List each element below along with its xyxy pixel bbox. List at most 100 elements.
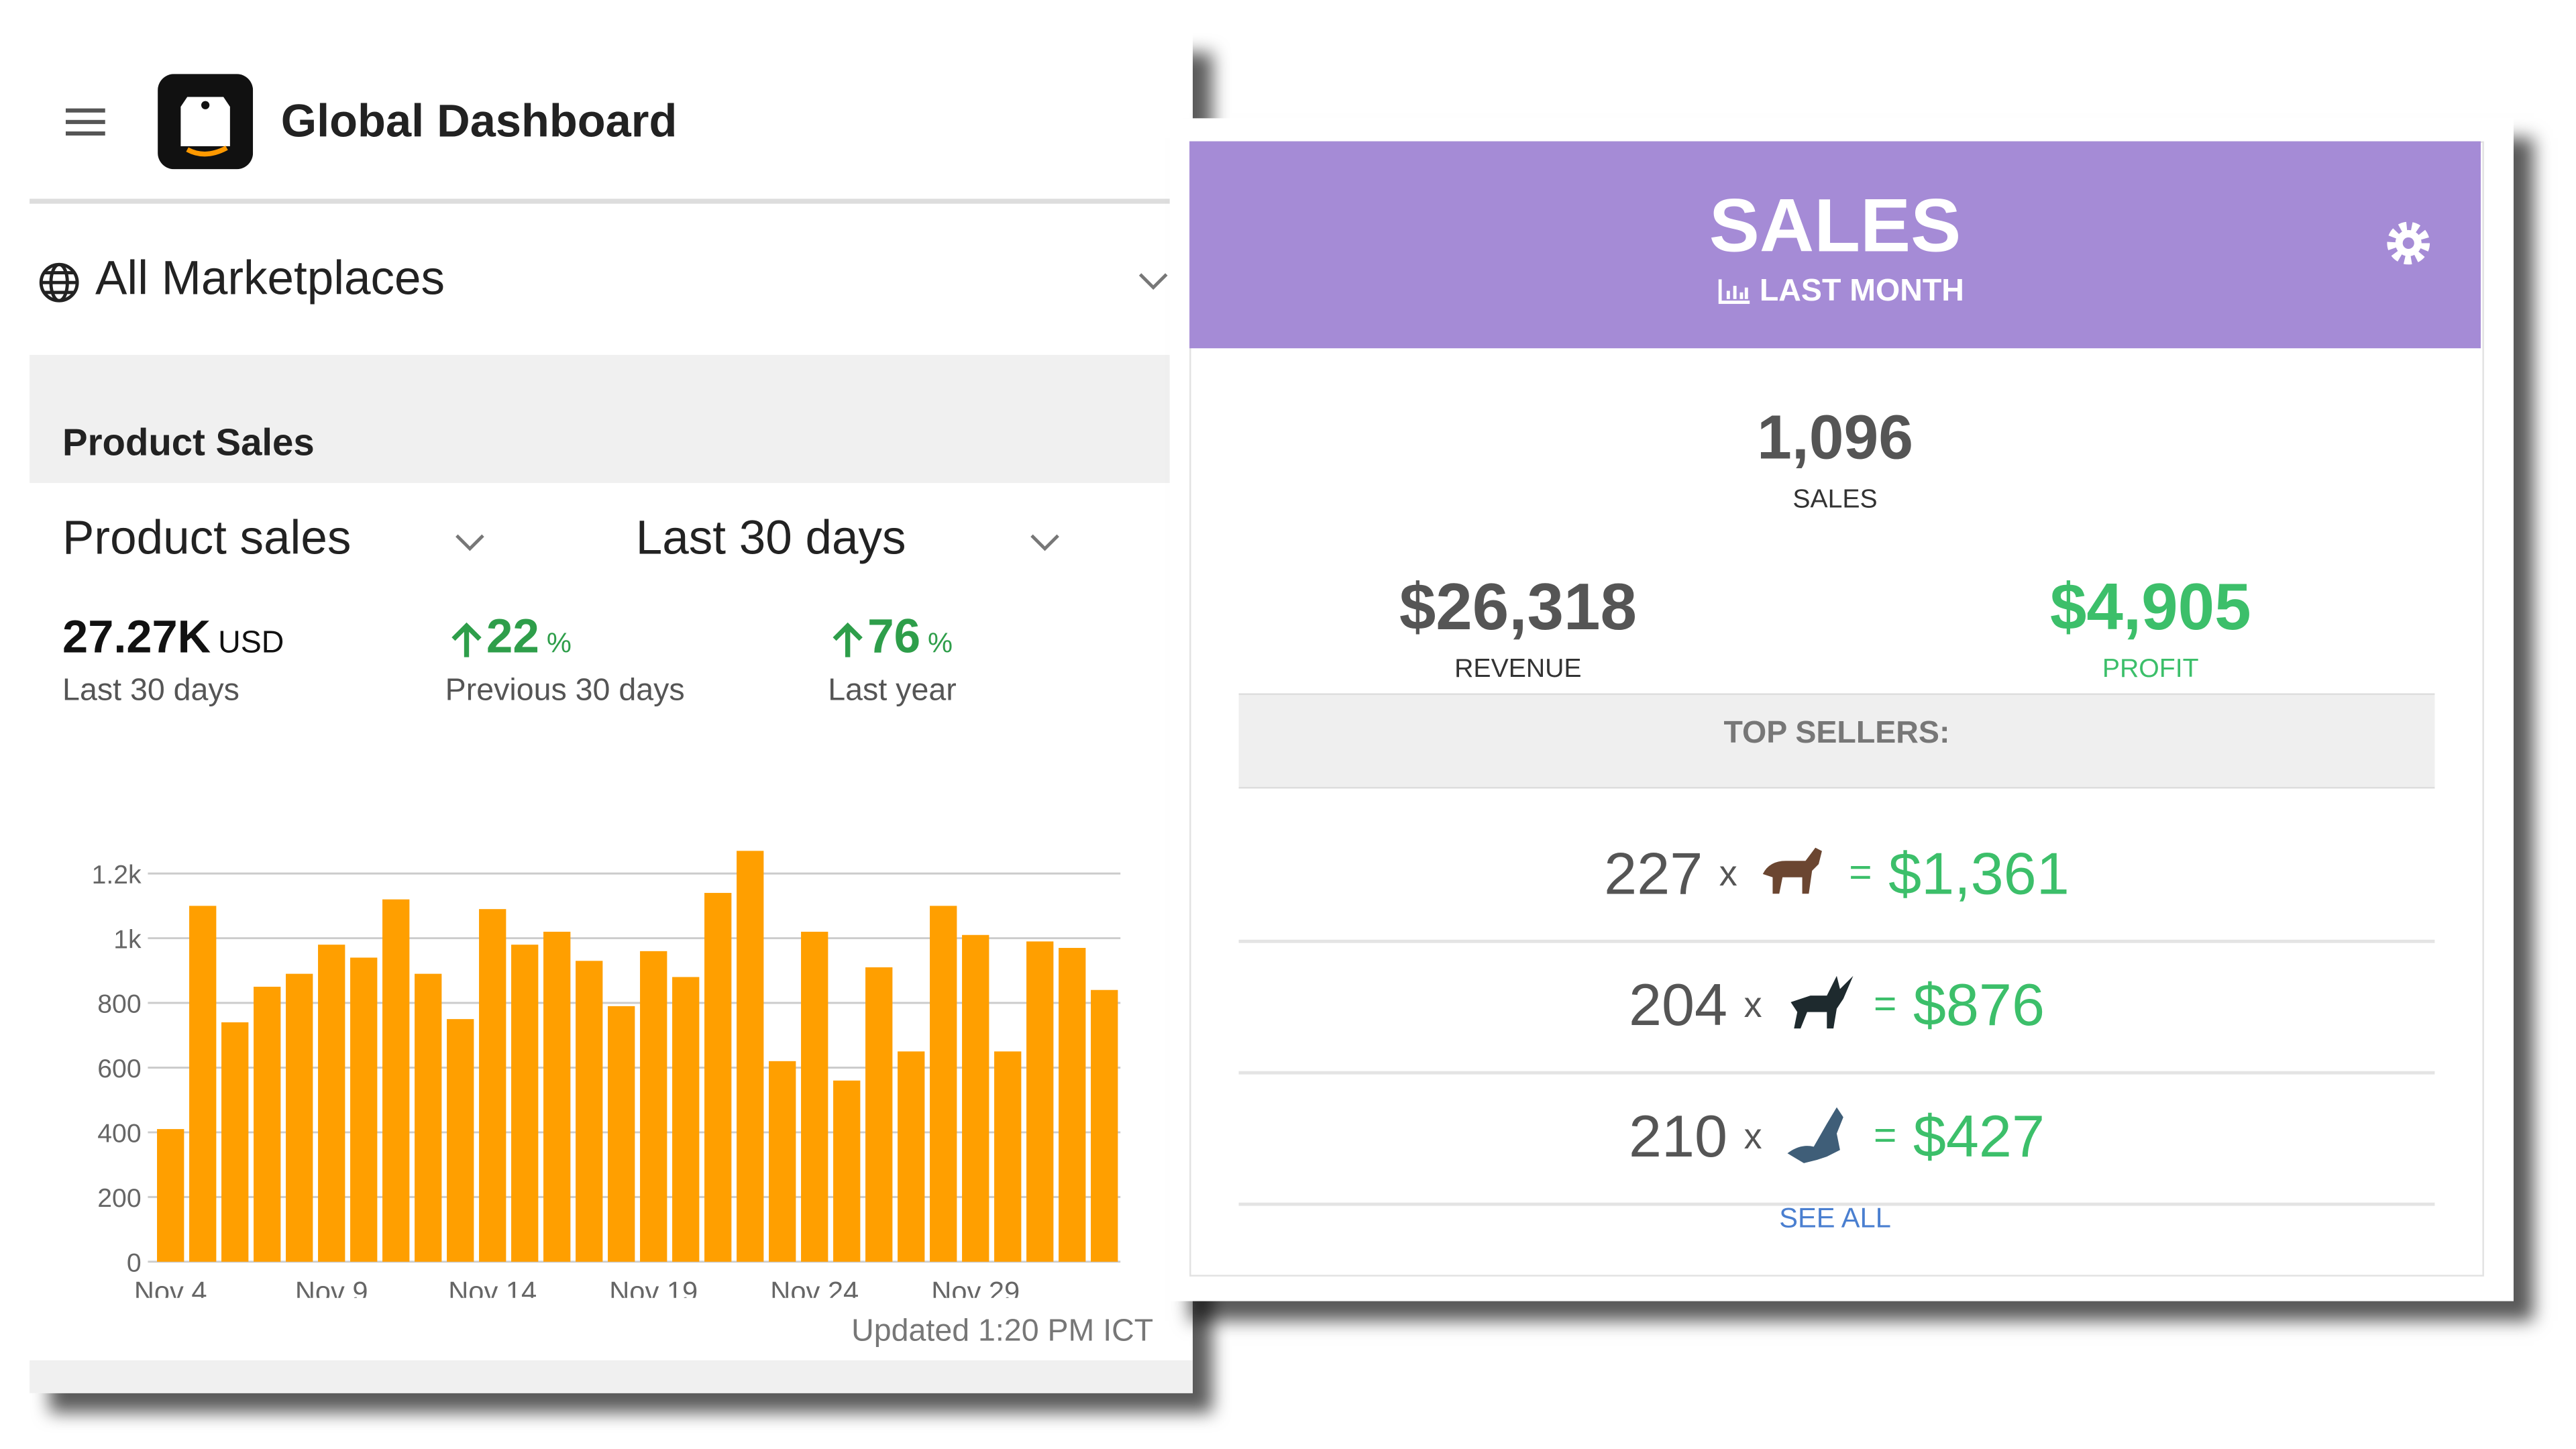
x-tick-label: Nov 24: [770, 1276, 859, 1298]
divider: [30, 199, 1193, 204]
settings-icon[interactable]: [2382, 217, 2434, 269]
metric-label: Previous 30 days: [445, 674, 685, 708]
x-tick-label: Nov 4: [134, 1276, 207, 1298]
updated-note: Updated 1:20 PM ICT: [851, 1314, 1154, 1349]
metric-label: Last year: [828, 674, 957, 708]
metric-value: 27.27K: [62, 611, 211, 662]
top-sellers-header: [1238, 693, 2435, 789]
seller-equals: =: [1874, 982, 1897, 1027]
bar: [640, 951, 667, 1262]
seller-times: x: [1743, 1115, 1762, 1157]
bar: [930, 906, 957, 1262]
top-sellers-title: TOP SELLERS:: [1723, 716, 1950, 751]
product-image: [1791, 975, 1854, 1029]
bar: [318, 945, 345, 1262]
chart: 0 200 400 600 800 1k 1.2k Nov 4 Nov 9 Nov 14 Nov 1…: [92, 851, 1121, 1298]
metric: 76 %: [867, 611, 953, 665]
seller-amount: $427: [1913, 1102, 2045, 1170]
bar: [898, 1051, 925, 1262]
profit-label: PROFIT: [2102, 655, 2199, 684]
globe-icon: [39, 262, 79, 303]
seller-row: 204 x = $876: [1238, 940, 2435, 1075]
app-title: Global Dashboard: [280, 95, 678, 146]
metric-value: 76: [867, 611, 921, 664]
sales-count: 1,096: [1757, 404, 1913, 474]
seller-qty: 204: [1628, 971, 1728, 1038]
seller-row: 210 x = $427: [1238, 1071, 2435, 1206]
seller-row: 227 x = $1,361: [1238, 808, 2435, 943]
y-tick-label: 200: [97, 1184, 141, 1213]
seller-amount: $1,361: [1888, 839, 2070, 907]
see-all-link[interactable]: SEE ALL: [1779, 1202, 1891, 1234]
bar: [962, 934, 989, 1262]
y-tick-label: 400: [97, 1120, 141, 1148]
bar: [801, 931, 828, 1262]
bar: [833, 1080, 861, 1262]
dashboard-panel: Global Dashboard All Marketplaces Produc…: [30, 32, 1193, 1393]
card-header: [1189, 141, 2481, 349]
seller-equals: =: [1849, 851, 1872, 896]
seller-equals: =: [1874, 1114, 1897, 1159]
app-logo: [158, 74, 254, 170]
bar: [1091, 989, 1118, 1262]
up-arrow: [451, 622, 482, 657]
seller-times: x: [1743, 983, 1762, 1026]
card-period: LAST MONTH: [1759, 274, 1964, 309]
x-tick-label: Nov 19: [609, 1276, 698, 1298]
metric-unit: USD: [218, 626, 284, 661]
bar: [447, 1019, 474, 1262]
menu-icon[interactable]: [65, 105, 109, 138]
product-image: [1788, 1107, 1844, 1163]
metric-label: Last 30 days: [62, 674, 239, 708]
bar: [1059, 948, 1086, 1262]
x-tick-label: Nov 9: [295, 1276, 368, 1298]
chevron: [455, 534, 484, 551]
footer-strip: [30, 1360, 1193, 1393]
bar: [286, 973, 313, 1262]
section-title: Product Sales: [62, 420, 315, 464]
y-tick-label: 0: [127, 1249, 142, 1278]
bar: [479, 909, 506, 1262]
sales-panel: SALES LAST MONTH 1,096 SALES $26,318 REV…: [1169, 118, 2514, 1301]
bar: [737, 851, 764, 1262]
bar: [221, 1022, 249, 1262]
chevron: [1030, 534, 1059, 551]
revenue-label: REVENUE: [1454, 655, 1582, 684]
bar: [576, 961, 603, 1262]
seller-qty: 210: [1628, 1102, 1728, 1170]
bar: [189, 906, 217, 1262]
section-header: [30, 354, 1193, 484]
metric-unit: %: [546, 627, 572, 659]
metric-value: 22: [486, 611, 539, 664]
bar: [254, 986, 281, 1262]
bar: [865, 967, 893, 1262]
metric: 22 %: [486, 611, 572, 665]
bar: [704, 893, 732, 1262]
up-arrow: [833, 622, 863, 657]
metric: 27.27K USD: [62, 611, 284, 663]
bar: [543, 931, 571, 1262]
y-tick-label: 1.2k: [92, 861, 142, 890]
bar: [382, 899, 410, 1262]
sales-label: SALES: [1792, 486, 1878, 515]
bar: [350, 957, 378, 1262]
bar: [608, 1006, 635, 1262]
seller-times: x: [1719, 853, 1737, 894]
x-tick-label: Nov 14: [448, 1276, 537, 1298]
seller-amount: $876: [1913, 971, 2045, 1038]
seller-qty: 227: [1604, 839, 1703, 907]
bar: [994, 1051, 1022, 1262]
marketplace-select[interactable]: All Marketplaces: [95, 253, 445, 306]
bar: [769, 1061, 796, 1262]
revenue-value: $26,318: [1399, 572, 1637, 645]
bar: [672, 977, 700, 1262]
y-tick-label: 1k: [113, 925, 142, 954]
bar: [1026, 941, 1054, 1262]
metric-select[interactable]: Product sales: [62, 513, 352, 566]
card-title: SALES: [1709, 182, 1962, 268]
y-tick-label: 800: [97, 990, 141, 1019]
period-select[interactable]: Last 30 days: [635, 513, 906, 566]
metric-unit: %: [927, 627, 953, 659]
